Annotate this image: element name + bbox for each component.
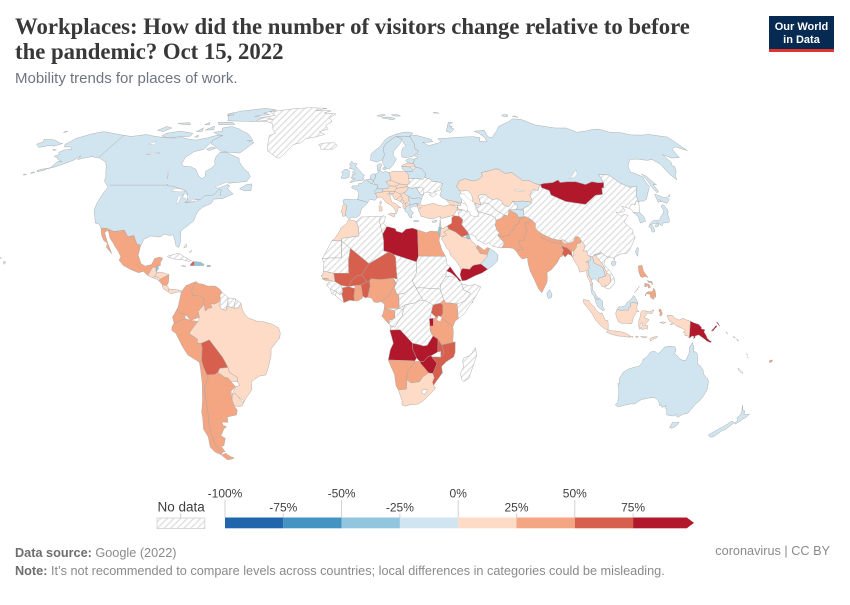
svg-text:-75%: -75% xyxy=(269,501,297,515)
svg-text:50%: 50% xyxy=(563,487,587,501)
svg-text:0%: 0% xyxy=(450,487,468,501)
svg-text:25%: 25% xyxy=(504,501,528,515)
svg-text:-100%: -100% xyxy=(208,487,243,501)
svg-text:75%: 75% xyxy=(621,501,645,515)
svg-text:-50%: -50% xyxy=(328,487,356,501)
svg-text:-25%: -25% xyxy=(386,501,414,515)
svg-text:No data: No data xyxy=(158,500,206,515)
